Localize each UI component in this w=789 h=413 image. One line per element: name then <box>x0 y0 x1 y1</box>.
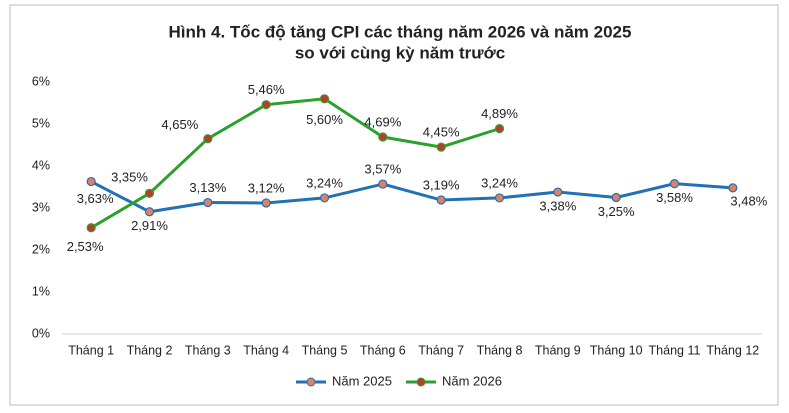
data-label: 3,48% <box>730 193 767 208</box>
x-tick-label: Tháng 12 <box>706 343 759 357</box>
data-label: 3,57% <box>364 161 401 176</box>
data-label: 3,24% <box>481 175 518 190</box>
data-label: 3,58% <box>656 190 693 205</box>
data-label: 3,13% <box>189 180 226 195</box>
series-line <box>90 97 500 230</box>
marker <box>494 193 505 203</box>
x-tick-label: Tháng 2 <box>127 343 173 357</box>
marker <box>553 187 563 197</box>
marker <box>319 94 330 104</box>
x-tick-label: Tháng 10 <box>590 343 643 357</box>
data-label: 4,65% <box>161 117 198 132</box>
y-tick-label: 1% <box>32 284 50 298</box>
marker <box>261 198 271 208</box>
marker <box>436 195 446 205</box>
data-label: 3,35% <box>111 170 148 185</box>
marker <box>203 134 213 144</box>
y-tick-label: 3% <box>32 200 50 214</box>
marker <box>494 124 505 134</box>
y-tick-label: 5% <box>32 116 50 130</box>
marker <box>86 176 96 187</box>
x-tick-label: Tháng 8 <box>477 343 523 357</box>
x-tick-label: Tháng 5 <box>302 343 348 357</box>
marker <box>378 179 388 189</box>
marker <box>669 179 680 189</box>
legend-label: Năm 2025 <box>332 373 392 388</box>
x-tick-label: Tháng 6 <box>360 343 406 357</box>
x-tick-label: Tháng 11 <box>649 343 701 357</box>
x-tick-label: Tháng 7 <box>418 343 464 357</box>
data-label: 5,60% <box>306 112 343 127</box>
data-label: 3,24% <box>306 175 343 190</box>
y-tick-label: 0% <box>32 326 50 340</box>
chart-title: Hình 4. Tốc độ tăng CPI các tháng năm 20… <box>169 22 632 41</box>
x-tick-label: Tháng 9 <box>535 343 581 357</box>
series-line <box>90 180 733 214</box>
data-label: 5,46% <box>248 82 285 97</box>
y-tick-label: 2% <box>32 242 50 256</box>
x-tick-label: Tháng 4 <box>243 343 289 357</box>
data-label: 4,69% <box>364 114 401 129</box>
data-label: 3,12% <box>248 180 285 195</box>
legend-marker <box>306 377 316 387</box>
x-tick-label: Tháng 1 <box>68 343 114 357</box>
x-tick-label: Tháng 3 <box>185 343 231 357</box>
data-label: 4,89% <box>481 106 518 121</box>
marker <box>378 132 388 142</box>
marker <box>436 142 446 152</box>
y-tick-label: 4% <box>32 158 50 172</box>
data-label: 2,91% <box>131 218 168 233</box>
legend-marker <box>416 377 426 387</box>
marker <box>261 100 271 110</box>
marker <box>319 193 330 203</box>
data-label: 2,53% <box>67 239 104 254</box>
marker <box>86 223 96 233</box>
marker <box>728 183 738 193</box>
y-tick-label: 6% <box>32 74 50 88</box>
data-label: 3,19% <box>423 177 460 192</box>
legend-label: Năm 2026 <box>442 373 502 388</box>
marker <box>203 197 213 208</box>
chart-subtitle: so với cùng kỳ năm trước <box>295 43 505 62</box>
marker <box>144 188 155 198</box>
marker <box>611 192 621 203</box>
data-label: 4,45% <box>423 125 460 140</box>
data-label: 3,63% <box>77 191 114 206</box>
data-label: 3,38% <box>539 198 576 213</box>
marker <box>144 207 155 217</box>
data-label: 3,25% <box>598 204 635 219</box>
